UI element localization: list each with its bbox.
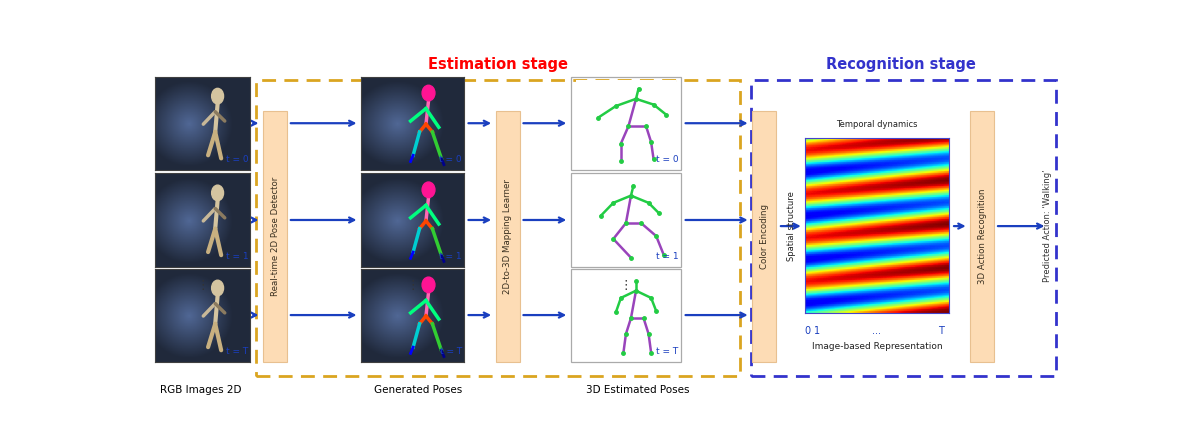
Text: 2D-to-3D Mapping Learner: 2D-to-3D Mapping Learner (504, 179, 512, 294)
Text: 3D Estimated Poses: 3D Estimated Poses (586, 385, 689, 395)
Text: t = 0: t = 0 (226, 155, 248, 164)
Bar (496, 111, 520, 362)
Text: Spatial structure: Spatial structure (787, 191, 797, 261)
Text: t = 1: t = 1 (440, 252, 462, 261)
Text: t = 0: t = 0 (656, 155, 678, 164)
Text: ...: ... (871, 326, 881, 336)
Bar (751, 80, 1056, 376)
Text: Real-time 2D Pose Detector: Real-time 2D Pose Detector (271, 177, 280, 296)
Text: t = 1: t = 1 (226, 252, 248, 261)
Text: Image-based Representation: Image-based Representation (812, 342, 942, 351)
Text: Estimation stage: Estimation stage (428, 56, 567, 71)
Text: ⋮: ⋮ (407, 279, 418, 292)
Bar (264, 111, 287, 362)
Text: t = 1: t = 1 (656, 252, 678, 261)
Text: Generated Poses: Generated Poses (374, 385, 462, 395)
Text: Predicted Action: ‘Walking’: Predicted Action: ‘Walking’ (1043, 170, 1052, 282)
Text: t = 0: t = 0 (440, 155, 462, 164)
Bar (571, 173, 681, 267)
Text: ⋮: ⋮ (196, 279, 209, 292)
Text: t = T: t = T (440, 347, 462, 356)
Bar (571, 77, 681, 170)
Text: T: T (939, 326, 944, 336)
Bar (255, 80, 740, 376)
Bar (970, 111, 994, 362)
Text: t = T: t = T (656, 347, 678, 356)
Text: t = T: t = T (226, 347, 248, 356)
Text: 3D Action Recognition: 3D Action Recognition (978, 189, 987, 284)
Text: Temporal dynamics: Temporal dynamics (836, 120, 917, 129)
Text: RGB Images 2D: RGB Images 2D (160, 385, 241, 395)
Bar (752, 111, 777, 362)
Text: 0: 0 (804, 326, 811, 336)
Text: Color Encoding: Color Encoding (760, 204, 768, 269)
Text: ⋮: ⋮ (619, 279, 632, 292)
Bar (571, 269, 681, 362)
Text: 1: 1 (814, 326, 820, 336)
Text: Recognition stage: Recognition stage (826, 56, 975, 71)
